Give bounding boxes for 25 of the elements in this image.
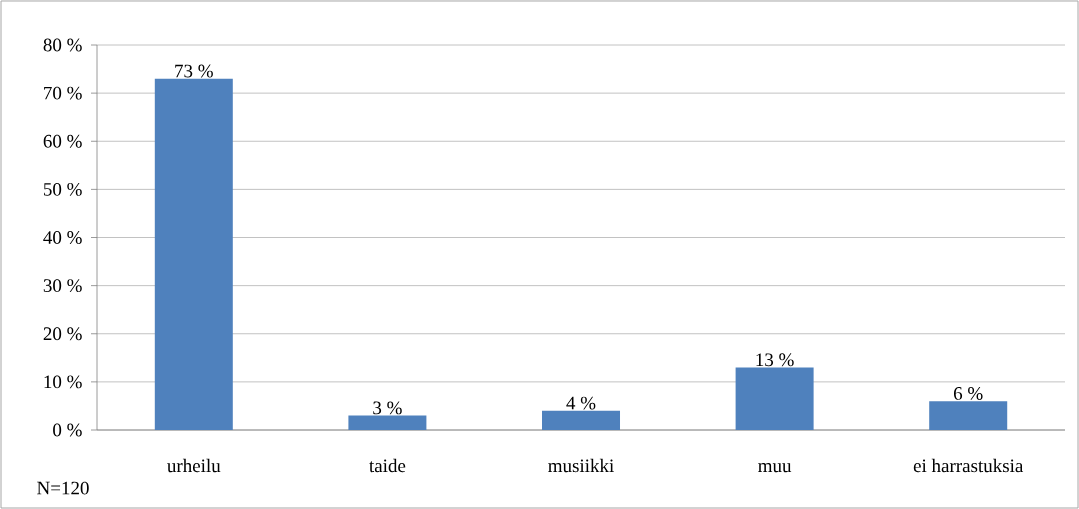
y-tick-label: 10 % [44, 375, 82, 389]
y-tick-label: 70 % [44, 86, 82, 100]
x-tick-label: taide [369, 458, 406, 473]
bar [735, 367, 814, 430]
data-label: 4 % [566, 396, 596, 410]
data-label: 6 % [953, 387, 983, 400]
bar [542, 410, 621, 430]
x-tick-label: muu [758, 463, 792, 473]
bar [348, 415, 427, 430]
y-tick-label: 0 % [53, 423, 82, 437]
y-tick-label: 60 % [43, 134, 82, 148]
data-label: 3 % [373, 401, 402, 415]
y-tick-label: 50 % [44, 182, 82, 196]
y-tick-label: 20 % [43, 327, 82, 341]
x-tick-label: ei harrastuksia [913, 458, 1024, 473]
y-tick-label: 40 % [43, 231, 82, 244]
bar [154, 78, 233, 430]
x-tick-label: musiikki [548, 458, 614, 473]
data-label: 73 % [175, 64, 213, 78]
text: N=120 [37, 481, 89, 495]
x-tick-label: urheilu [167, 458, 221, 473]
data-label: 13 % [756, 353, 794, 367]
y-tick-label: 30 % [43, 279, 82, 293]
bar [929, 401, 1008, 430]
y-tick-label: 80 % [43, 38, 82, 52]
